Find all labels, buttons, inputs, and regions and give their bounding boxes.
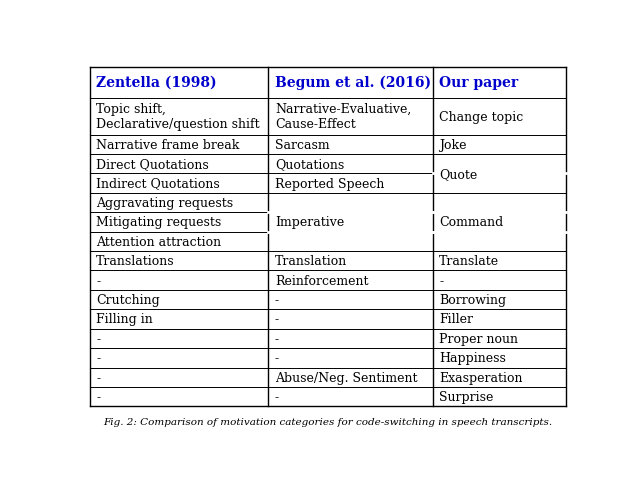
Text: Translations: Translations bbox=[97, 255, 175, 268]
Text: Crutching: Crutching bbox=[97, 293, 160, 306]
Text: Imperative: Imperative bbox=[275, 216, 344, 229]
Text: Filling in: Filling in bbox=[97, 313, 153, 326]
Text: -: - bbox=[275, 313, 279, 326]
Text: Quotations: Quotations bbox=[275, 158, 344, 171]
Text: Reinforcement: Reinforcement bbox=[275, 274, 369, 287]
Text: Narrative-Evaluative,
Cause-Effect: Narrative-Evaluative, Cause-Effect bbox=[275, 103, 411, 131]
Text: -: - bbox=[275, 332, 279, 345]
Text: Proper noun: Proper noun bbox=[439, 332, 518, 345]
Text: -: - bbox=[97, 274, 100, 287]
Text: Abuse/Neg. Sentiment: Abuse/Neg. Sentiment bbox=[275, 371, 417, 384]
Text: -: - bbox=[275, 293, 279, 306]
Text: -: - bbox=[97, 391, 100, 403]
Text: Indirect Quotations: Indirect Quotations bbox=[97, 177, 220, 190]
Text: -: - bbox=[439, 274, 444, 287]
Text: -: - bbox=[97, 332, 100, 345]
Text: Direct Quotations: Direct Quotations bbox=[97, 158, 209, 171]
Text: Exasperation: Exasperation bbox=[439, 371, 523, 384]
Text: Translate: Translate bbox=[439, 255, 499, 268]
Text: Aggravating requests: Aggravating requests bbox=[97, 197, 234, 210]
Text: Happiness: Happiness bbox=[439, 351, 506, 364]
Text: Mitigating requests: Mitigating requests bbox=[97, 216, 221, 229]
Text: Quote: Quote bbox=[439, 167, 477, 181]
Text: Fig. 2: Comparison of motivation categories for code-switching in speech transcr: Fig. 2: Comparison of motivation categor… bbox=[104, 417, 552, 426]
Text: Topic shift,
Declarative/question shift: Topic shift, Declarative/question shift bbox=[97, 103, 260, 131]
Text: Narrative frame break: Narrative frame break bbox=[97, 138, 240, 151]
Text: Joke: Joke bbox=[439, 138, 467, 151]
Text: Translation: Translation bbox=[275, 255, 347, 268]
Text: Change topic: Change topic bbox=[439, 110, 524, 123]
Text: Borrowing: Borrowing bbox=[439, 293, 506, 306]
Text: Attention attraction: Attention attraction bbox=[97, 235, 221, 248]
Text: Sarcasm: Sarcasm bbox=[275, 138, 330, 151]
Text: -: - bbox=[97, 371, 100, 384]
Text: Zentella (1998): Zentella (1998) bbox=[97, 76, 217, 90]
Text: Filler: Filler bbox=[439, 313, 473, 326]
Text: -: - bbox=[275, 351, 279, 364]
Text: -: - bbox=[275, 391, 279, 403]
Text: Command: Command bbox=[439, 216, 504, 229]
Text: Reported Speech: Reported Speech bbox=[275, 177, 384, 190]
Text: -: - bbox=[97, 351, 100, 364]
Text: Surprise: Surprise bbox=[439, 391, 493, 403]
Text: Begum et al. (2016): Begum et al. (2016) bbox=[275, 76, 431, 90]
Text: Our paper: Our paper bbox=[439, 76, 518, 90]
